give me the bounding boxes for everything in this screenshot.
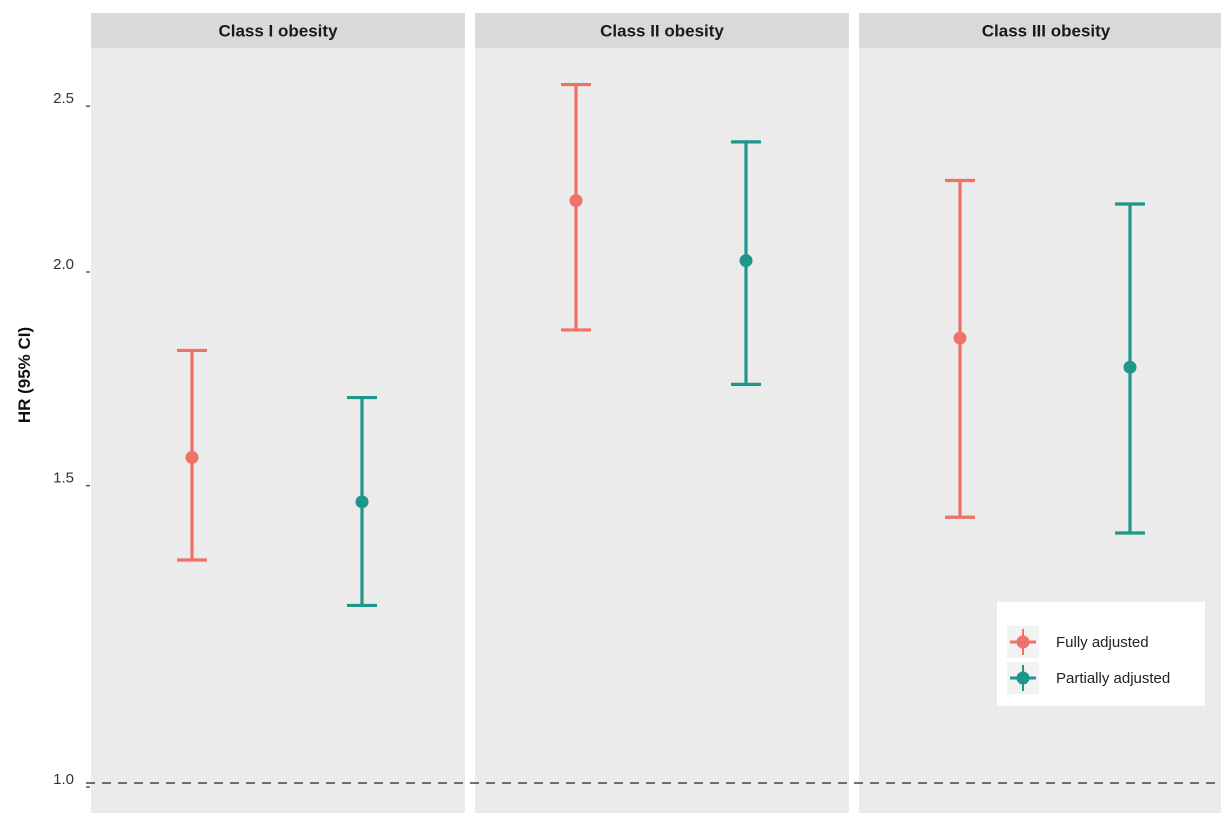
hr-point [569, 194, 583, 208]
marks [177, 82, 1145, 608]
strip-label: Class I obesity [218, 22, 338, 41]
strip-background [859, 13, 1221, 48]
legend-item-fully-adjusted: Fully adjusted [1007, 626, 1149, 658]
hr-point [185, 450, 199, 464]
hr-point [355, 495, 369, 509]
hr-point [1123, 360, 1137, 374]
errorbar-partially-adjusted-class-ii-obesity [731, 140, 761, 386]
hr-point [953, 331, 967, 345]
legend-item-partially-adjusted: Partially adjusted [1007, 662, 1170, 694]
strip-background [91, 13, 465, 48]
errorbar-fully-adjusted-class-ii-obesity [561, 82, 591, 332]
y-axis: 1.0 1.5 2.0 2.5 [53, 90, 90, 788]
y-axis-title: HR (95% CI) [15, 327, 34, 423]
errorbar-partially-adjusted-class-i-obesity [347, 395, 377, 608]
legend-key-point [1016, 671, 1030, 685]
panel-background [91, 48, 465, 813]
strip-background [475, 13, 849, 48]
panel-background [475, 48, 849, 813]
errorbar-fully-adjusted-class-iii-obesity [945, 178, 975, 519]
legend-key-point [1016, 635, 1030, 649]
strip-label: Class II obesity [600, 22, 724, 41]
legend-label: Fully adjusted [1056, 634, 1149, 651]
y-tick-label: 2.5 [53, 90, 74, 107]
panel-class-ii-obesity: Class II obesity [475, 13, 849, 813]
legend-label: Partially adjusted [1056, 670, 1170, 687]
errorbar-partially-adjusted-class-iii-obesity [1115, 202, 1145, 535]
hr-point [739, 254, 753, 268]
legend: Fully adjusted Partially adjusted [997, 602, 1205, 706]
y-tick-label: 1.5 [53, 470, 74, 487]
strip-label: Class III obesity [982, 22, 1111, 41]
panel-class-i-obesity: Class I obesity [91, 13, 465, 813]
errorbar-fully-adjusted-class-i-obesity [177, 348, 207, 562]
y-tick-label: 1.0 [53, 771, 74, 788]
y-tick-label: 2.0 [53, 256, 74, 273]
